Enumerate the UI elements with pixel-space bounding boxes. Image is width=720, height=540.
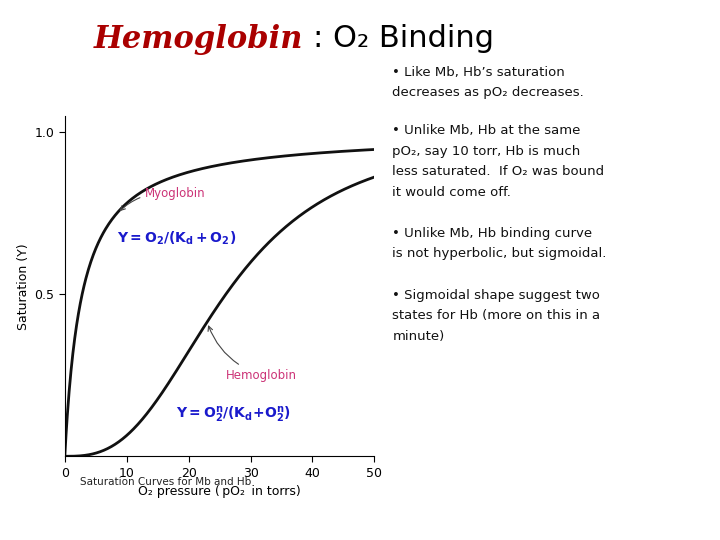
X-axis label: O₂ pressure ( pO₂  in torrs): O₂ pressure ( pO₂ in torrs): [138, 485, 301, 498]
Text: minute): minute): [392, 330, 445, 343]
Text: Myoglobin: Myoglobin: [120, 187, 206, 211]
Text: pO₂, say 10 torr, Hb is much: pO₂, say 10 torr, Hb is much: [392, 145, 580, 158]
Text: • Unlike Mb, Hb at the same: • Unlike Mb, Hb at the same: [392, 124, 581, 137]
Text: • Unlike Mb, Hb binding curve: • Unlike Mb, Hb binding curve: [392, 227, 593, 240]
Text: Hemoglobin: Hemoglobin: [208, 326, 297, 382]
Text: is not hyperbolic, but sigmoidal.: is not hyperbolic, but sigmoidal.: [392, 247, 607, 260]
Text: • Like Mb, Hb’s saturation: • Like Mb, Hb’s saturation: [392, 66, 565, 79]
Text: less saturated.  If O₂ was bound: less saturated. If O₂ was bound: [392, 165, 605, 178]
Text: states for Hb (more on this in a: states for Hb (more on this in a: [392, 309, 600, 322]
Text: $\mathbf{Y = O_2^n/ (K_d\!+\!O_2^n)}$: $\mathbf{Y = O_2^n/ (K_d\!+\!O_2^n)}$: [176, 406, 292, 426]
Text: Saturation Curves for Mb and Hb: Saturation Curves for Mb and Hb: [81, 477, 251, 488]
Text: decreases as pO₂ decreases.: decreases as pO₂ decreases.: [392, 86, 584, 99]
Y-axis label: Saturation (Y): Saturation (Y): [17, 243, 30, 329]
Text: • Sigmoidal shape suggest two: • Sigmoidal shape suggest two: [392, 289, 600, 302]
Text: $\mathbf{Y = O_2/ (K_d+ O_2)}$: $\mathbf{Y = O_2/ (K_d+ O_2)}$: [117, 230, 237, 247]
Text: it would come off.: it would come off.: [392, 186, 511, 199]
Text: Hemoglobin: Hemoglobin: [94, 24, 303, 55]
Text: : O₂ Binding: : O₂ Binding: [313, 24, 494, 53]
